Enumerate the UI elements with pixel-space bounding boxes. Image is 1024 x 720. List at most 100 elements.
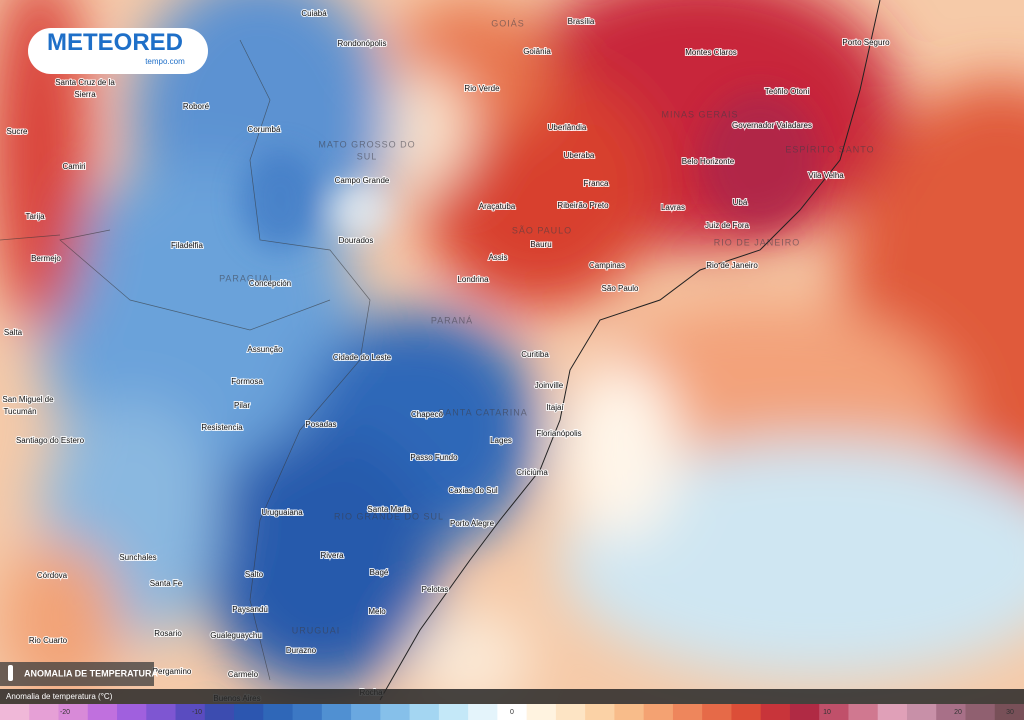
city-label: Bermejo — [31, 254, 61, 263]
legend-bar — [0, 689, 1024, 704]
city-label: Sunchales — [119, 553, 156, 562]
color-swatch — [234, 704, 264, 720]
color-swatch — [29, 704, 60, 720]
city-label: Pelotas — [422, 585, 449, 594]
city-label: Concepción — [249, 279, 291, 288]
color-swatch — [87, 704, 118, 720]
city-label: Rio Verde — [464, 84, 500, 93]
color-swatch — [965, 704, 996, 720]
legend-title: Anomalia de temperatura (°C) — [6, 692, 113, 701]
color-swatch — [555, 704, 586, 720]
city-label: Posadas — [305, 420, 336, 429]
color-swatch — [643, 704, 674, 720]
city-label: Rivera — [320, 551, 344, 560]
logo-background — [28, 28, 208, 74]
color-swatch — [702, 704, 732, 720]
region-label: SUL — [357, 151, 378, 161]
logo-text: METEORED — [47, 29, 183, 56]
layer-badge: ANOMALIA DE TEMPERATURA — [0, 662, 158, 686]
city-label: Córdova — [37, 571, 68, 580]
city-label: Uruguaiana — [261, 508, 303, 517]
city-label: Corumbá — [248, 125, 281, 134]
color-swatch — [292, 704, 323, 720]
city-label: Salto — [245, 570, 264, 579]
color-swatch — [819, 704, 849, 720]
city-label: Assis — [488, 253, 507, 262]
city-label: Cuiabá — [301, 9, 327, 18]
city-label: Salta — [4, 328, 23, 337]
city-label: Porto Alegre — [450, 519, 495, 528]
region-label: PARANÁ — [431, 315, 473, 325]
city-label: Durazno — [286, 646, 317, 655]
city-label: Bagé — [370, 568, 389, 577]
city-label: Formosa — [231, 377, 263, 386]
city-label: Camiri — [62, 162, 85, 171]
region-label: SANTA CATARINA — [438, 407, 528, 417]
color-swatch — [263, 704, 294, 720]
city-label: Rio de Janeiro — [706, 261, 758, 270]
region-label: RIO DE JANEIRO — [714, 237, 801, 247]
colorbar-ticks: -20 -10 0 10 20 30 — [60, 709, 1014, 716]
region-label: MINAS GERAIS — [661, 109, 738, 119]
city-label: Ribeirão Preto — [557, 201, 609, 210]
city-label: Curitiba — [521, 350, 549, 359]
city-label: Lages — [490, 436, 512, 445]
city-label: San Miguel de — [2, 395, 54, 404]
city-label: Passo Fundo — [410, 453, 458, 462]
city-label: Assunção — [247, 345, 283, 354]
city-label: Goiânia — [523, 47, 551, 56]
logo-subtext: tempo.com — [145, 57, 185, 66]
city-label: Campinas — [589, 261, 625, 270]
city-label: Vila Velha — [808, 171, 844, 180]
city-label: Brasília — [568, 17, 595, 26]
city-label: Campo Grande — [335, 176, 390, 185]
color-swatch — [526, 704, 557, 720]
city-label: Lavras — [661, 203, 685, 212]
city-label: Paysandú — [232, 605, 268, 614]
city-label: Resistencia — [201, 423, 243, 432]
color-swatch — [936, 704, 966, 720]
city-label: Rio Cuarto — [29, 636, 68, 645]
color-swatch — [204, 704, 235, 720]
city-label: Santa Fe — [150, 579, 183, 588]
city-label: Sierra — [74, 90, 96, 99]
region-labels: GOIÁS MINAS GERAIS MATO GROSSO DO SUL ESPÍRI… — [219, 18, 874, 635]
colorbar-tick-label: 30 — [1006, 709, 1014, 716]
color-swatch — [438, 704, 469, 720]
city-label: Tucumán — [3, 407, 36, 416]
city-label: Cidade do Leste — [333, 353, 392, 362]
color-swatch — [585, 704, 615, 720]
city-label: Franca — [584, 179, 609, 188]
city-label: Caxias do Sul — [448, 486, 498, 495]
logo: METEORED tempo.com — [28, 28, 208, 74]
city-label: Pilar — [234, 401, 250, 410]
city-label: Rosario — [154, 629, 182, 638]
city-label: Filadelfia — [171, 241, 204, 250]
colorbar-tick-label: 20 — [954, 709, 962, 716]
color-swatch — [672, 704, 703, 720]
city-label: Santa Maria — [367, 505, 411, 514]
region-label: URUGUAI — [292, 625, 341, 635]
color-swatch — [58, 704, 89, 720]
city-label: Itajaí — [546, 403, 564, 412]
region-label: SÃO PAULO — [512, 225, 572, 235]
city-label: Santa Cruz de la — [55, 78, 115, 87]
color-swatch — [468, 704, 498, 720]
colorbar-tick-label: -20 — [60, 709, 70, 716]
city-label: Chapecó — [411, 410, 444, 419]
city-label: Dourados — [339, 236, 374, 245]
color-swatch — [0, 704, 30, 720]
color-swatch — [351, 704, 381, 720]
color-swatch — [848, 704, 879, 720]
color-swatch — [497, 704, 528, 720]
colorbar-tick-label: 0 — [510, 709, 514, 716]
color-swatch — [906, 704, 937, 720]
color-swatch — [994, 704, 1024, 720]
region-label: ESPÍRITO SANTO — [785, 144, 874, 154]
color-swatch — [760, 704, 791, 720]
color-swatch — [117, 704, 147, 720]
city-labels: Cuiabá Rondonópolis Brasília Goiânia Porto S… — [1, 8, 891, 704]
city-label: Joinville — [535, 381, 564, 390]
city-label: Ubá — [733, 198, 748, 207]
